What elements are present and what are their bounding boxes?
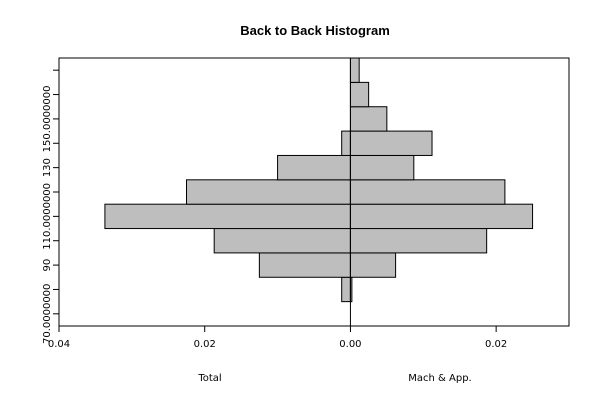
x-tick-label-3: 0.02	[485, 339, 507, 350]
y-tick-label-4: 110.0000000	[42, 183, 53, 250]
left-bars	[104, 130, 351, 303]
chart-title: Back to Back Histogram	[240, 23, 390, 38]
left-bar-0	[341, 276, 351, 303]
y-tick-label-6: 130	[42, 158, 53, 177]
y-tick-label-2: 90	[42, 259, 53, 272]
x-tick-label-1: 0.02	[194, 339, 216, 350]
x-tick-label-0: 0.04	[48, 339, 70, 350]
right-bar-1	[349, 252, 397, 278]
left-bar-5	[277, 154, 351, 181]
left-bar-1	[258, 252, 351, 278]
right-bars	[349, 57, 534, 303]
x-tick-label-2: 0.00	[339, 339, 361, 350]
y-tick-label-0: 70.0000000	[42, 284, 53, 344]
x-axis: 0.04 0.02 0.00 0.02	[48, 326, 507, 350]
right-bar-4	[349, 179, 506, 205]
left-bar-4	[186, 179, 351, 205]
right-series-label: Mach & App.	[408, 373, 471, 384]
left-bar-2	[213, 228, 351, 254]
right-bar-8	[349, 81, 370, 108]
right-bar-7	[349, 106, 388, 132]
left-series-label: Total	[197, 373, 221, 384]
right-bar-2	[349, 228, 488, 254]
y-axis: 70.0000000 90 110.0000000 130 150.0000000	[42, 69, 59, 344]
y-tick-label-8: 150.0000000	[42, 86, 53, 153]
left-bar-3	[104, 203, 351, 230]
left-bar-6	[341, 130, 351, 156]
right-bar-9	[349, 57, 360, 83]
right-bar-6	[349, 130, 433, 156]
right-bar-5	[349, 154, 415, 181]
right-bar-3	[349, 203, 534, 230]
